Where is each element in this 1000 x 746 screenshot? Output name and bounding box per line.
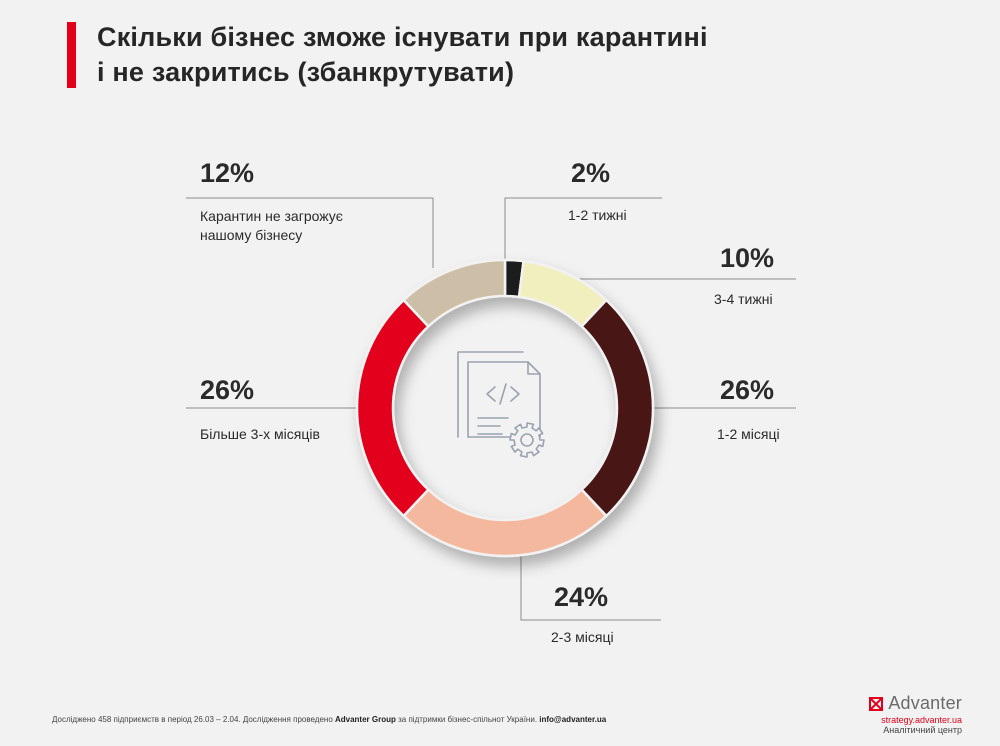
slice-label-1: 3-4 тижні [714, 291, 773, 307]
donut-slice-4 [355, 298, 431, 518]
footer-email: info@advanter.ua [539, 715, 607, 724]
slice-percent-4: 26% [200, 375, 254, 405]
slice-label-2: 1-2 місяці [717, 426, 780, 442]
leader-line-5 [186, 197, 434, 268]
donut-slices [355, 258, 655, 558]
slice-percent-0: 2% [571, 158, 610, 188]
leader-lines [186, 197, 796, 621]
slice-labels: 2% 1-2 тижні 10% 3-4 тижні 26% 1-2 місяці 24% 2… [200, 158, 780, 645]
brand-block: Advanter strategy.advanter.ua Аналітични… [869, 693, 962, 735]
slice-percent-1: 10% [720, 243, 774, 273]
donut-slice-3 [401, 487, 609, 558]
code-document-gear-icon [457, 351, 545, 458]
slice-label-5: Карантин не загрожує нашому бізнесу [200, 208, 343, 243]
footer-note-text-2: за підтримки бізнес-спільнот України. [395, 715, 540, 724]
slice-label-0: 1-2 тижні [568, 207, 627, 223]
page-title: Скільки бізнес зможе існувати при карант… [97, 20, 817, 90]
slice-label-3: 2-3 місяці [551, 629, 614, 645]
slice-percent-2: 26% [720, 375, 774, 405]
footer-note: Досліджено 458 підприємств в період 26.0… [52, 715, 606, 724]
title-line-1: Скільки бізнес зможе існувати при карант… [97, 22, 708, 52]
advanter-logo-icon [869, 696, 884, 711]
footer-note-text: Досліджено 458 підприємств в період 26.0… [52, 715, 335, 724]
title-accent-bar [67, 22, 76, 88]
title-line-2: і не закритись (збанкрутувати) [97, 57, 515, 87]
donut-slice-5 [401, 258, 507, 329]
slice-percent-3: 24% [554, 582, 608, 612]
brand-url[interactable]: strategy.advanter.ua [881, 715, 962, 725]
gear-icon [509, 422, 545, 458]
leader-line-0 [504, 197, 662, 268]
donut-slice-2 [579, 298, 655, 518]
leader-line-3 [520, 548, 661, 621]
slice-label-4: Більше 3-х місяців [200, 426, 320, 442]
slice-percent-5: 12% [200, 158, 254, 188]
brand-subtitle: Аналітичний центр [883, 725, 962, 735]
footer-company: Advanter Group [334, 715, 396, 724]
brand-name: Advanter [888, 693, 962, 713]
